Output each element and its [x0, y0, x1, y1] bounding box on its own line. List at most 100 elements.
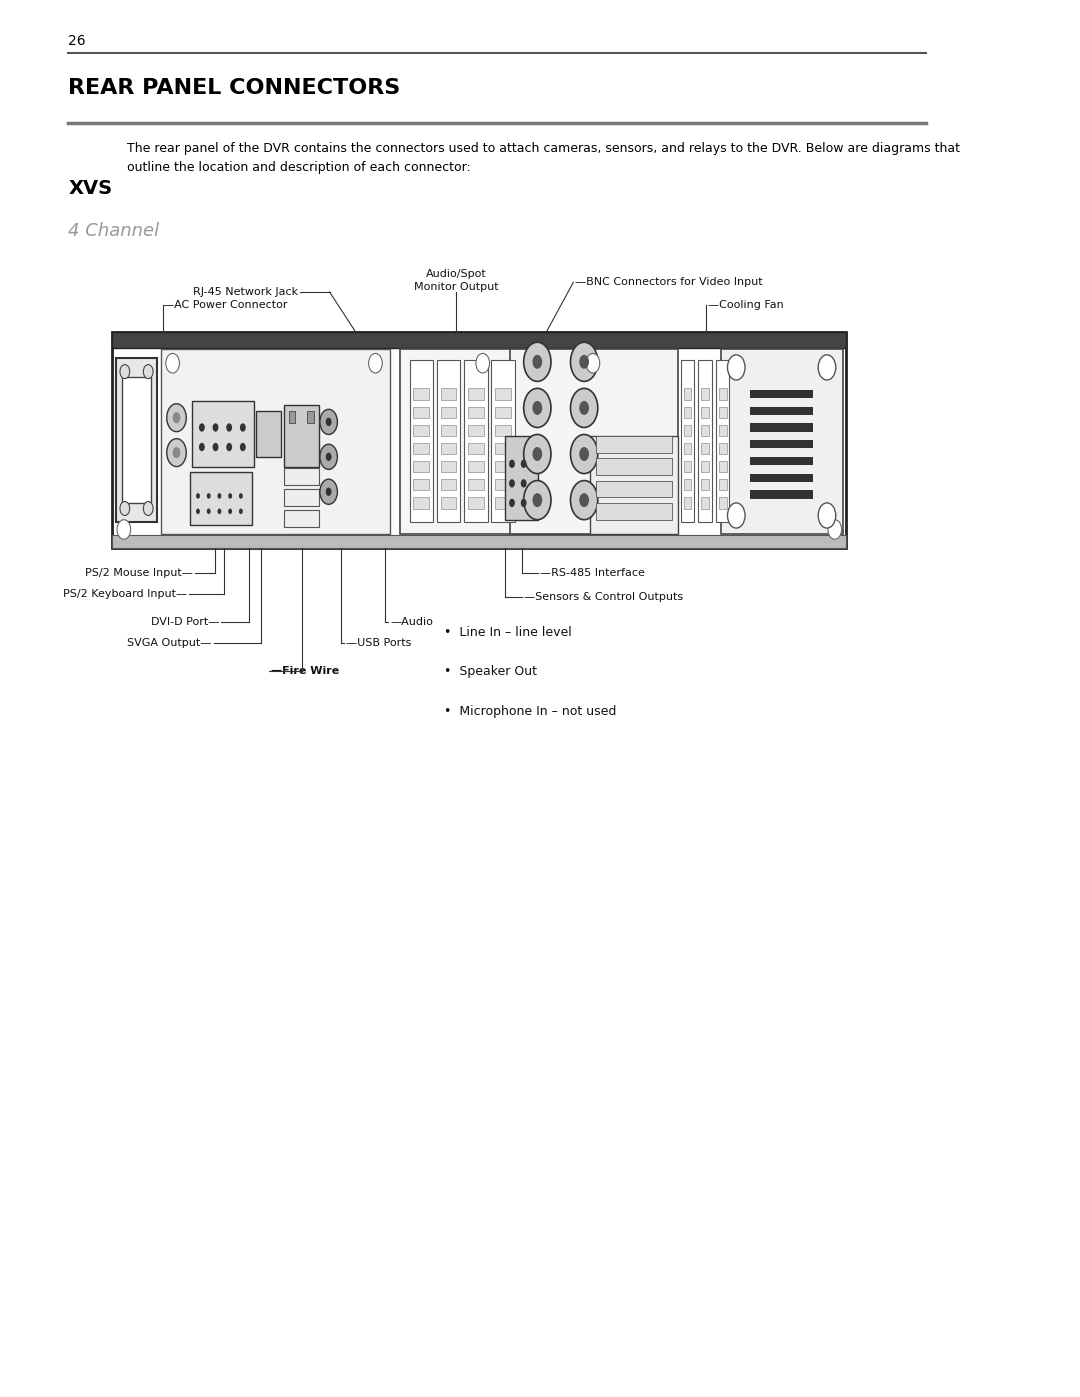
- Bar: [718, 461, 727, 472]
- Bar: [718, 479, 727, 490]
- Bar: [491, 360, 515, 522]
- Bar: [718, 425, 727, 436]
- Circle shape: [217, 493, 221, 499]
- Circle shape: [326, 453, 332, 461]
- Bar: [510, 349, 678, 534]
- Text: —Audio: —Audio: [390, 616, 433, 627]
- Bar: [684, 461, 691, 472]
- Text: —Sensors & Control Outputs: —Sensors & Control Outputs: [524, 591, 683, 602]
- Circle shape: [213, 423, 218, 432]
- Bar: [161, 349, 390, 534]
- Text: •  Speaker Out: • Speaker Out: [444, 665, 537, 679]
- Bar: [496, 479, 511, 490]
- Bar: [701, 425, 708, 436]
- Circle shape: [532, 401, 542, 415]
- Text: —Fire Wire: —Fire Wire: [271, 665, 339, 676]
- Bar: [750, 440, 813, 448]
- Circle shape: [166, 353, 179, 373]
- Text: The rear panel of the DVR contains the connectors used to attach cameras, sensor: The rear panel of the DVR contains the c…: [126, 142, 960, 175]
- Bar: [414, 461, 429, 472]
- Bar: [284, 489, 319, 506]
- Bar: [288, 411, 296, 423]
- Circle shape: [579, 447, 589, 461]
- Bar: [414, 497, 429, 509]
- Bar: [750, 407, 813, 415]
- Bar: [684, 479, 691, 490]
- Bar: [720, 349, 842, 534]
- Circle shape: [320, 409, 337, 434]
- Bar: [680, 360, 694, 522]
- Circle shape: [206, 493, 211, 499]
- Bar: [464, 360, 487, 522]
- Circle shape: [570, 342, 598, 381]
- Text: REAR PANEL CONNECTORS: REAR PANEL CONNECTORS: [68, 78, 401, 98]
- Circle shape: [240, 443, 246, 451]
- Bar: [441, 461, 457, 472]
- Bar: [496, 388, 511, 400]
- Circle shape: [521, 479, 527, 488]
- Bar: [190, 472, 252, 525]
- Circle shape: [509, 460, 515, 468]
- Bar: [701, 461, 708, 472]
- Text: Monitor Output: Monitor Output: [414, 282, 499, 292]
- Bar: [441, 388, 457, 400]
- Circle shape: [120, 502, 130, 515]
- Circle shape: [524, 481, 551, 520]
- Bar: [701, 407, 708, 418]
- Text: PS/2 Mouse Input—: PS/2 Mouse Input—: [85, 567, 193, 578]
- Circle shape: [195, 493, 200, 499]
- Circle shape: [819, 355, 836, 380]
- Bar: [701, 479, 708, 490]
- Circle shape: [521, 499, 527, 507]
- Bar: [701, 443, 708, 454]
- Circle shape: [476, 353, 489, 373]
- Bar: [468, 443, 484, 454]
- Bar: [441, 497, 457, 509]
- Bar: [718, 388, 727, 400]
- Circle shape: [326, 418, 332, 426]
- Text: —BNC Connectors for Video Input: —BNC Connectors for Video Input: [576, 277, 762, 288]
- Bar: [437, 360, 460, 522]
- Bar: [414, 479, 429, 490]
- Bar: [750, 390, 813, 398]
- Circle shape: [728, 355, 745, 380]
- Circle shape: [570, 481, 598, 520]
- Circle shape: [326, 488, 332, 496]
- Circle shape: [228, 493, 232, 499]
- Bar: [116, 358, 157, 522]
- Bar: [307, 411, 314, 423]
- Bar: [496, 443, 511, 454]
- Bar: [684, 388, 691, 400]
- Circle shape: [579, 355, 589, 369]
- Bar: [496, 425, 511, 436]
- Text: PS/2 Keyboard Input—: PS/2 Keyboard Input—: [63, 588, 187, 599]
- Bar: [701, 388, 708, 400]
- Circle shape: [117, 520, 131, 539]
- Bar: [699, 360, 712, 522]
- Circle shape: [144, 365, 153, 379]
- Bar: [112, 535, 847, 548]
- Bar: [441, 407, 457, 418]
- Circle shape: [166, 404, 186, 432]
- Bar: [468, 407, 484, 418]
- Circle shape: [579, 493, 589, 507]
- Circle shape: [195, 509, 200, 514]
- Circle shape: [206, 509, 211, 514]
- Bar: [596, 503, 672, 520]
- Text: XVS: XVS: [68, 179, 112, 198]
- Circle shape: [166, 439, 186, 467]
- Circle shape: [217, 509, 221, 514]
- Circle shape: [199, 443, 205, 451]
- Bar: [414, 388, 429, 400]
- Circle shape: [173, 412, 180, 423]
- Bar: [414, 425, 429, 436]
- Circle shape: [509, 499, 515, 507]
- Text: —USB Ports: —USB Ports: [347, 637, 411, 648]
- Bar: [596, 481, 672, 497]
- Bar: [122, 377, 151, 503]
- Circle shape: [509, 479, 515, 488]
- Bar: [414, 443, 429, 454]
- Bar: [750, 423, 813, 432]
- Bar: [468, 425, 484, 436]
- Text: Audio/Spot: Audio/Spot: [426, 270, 487, 279]
